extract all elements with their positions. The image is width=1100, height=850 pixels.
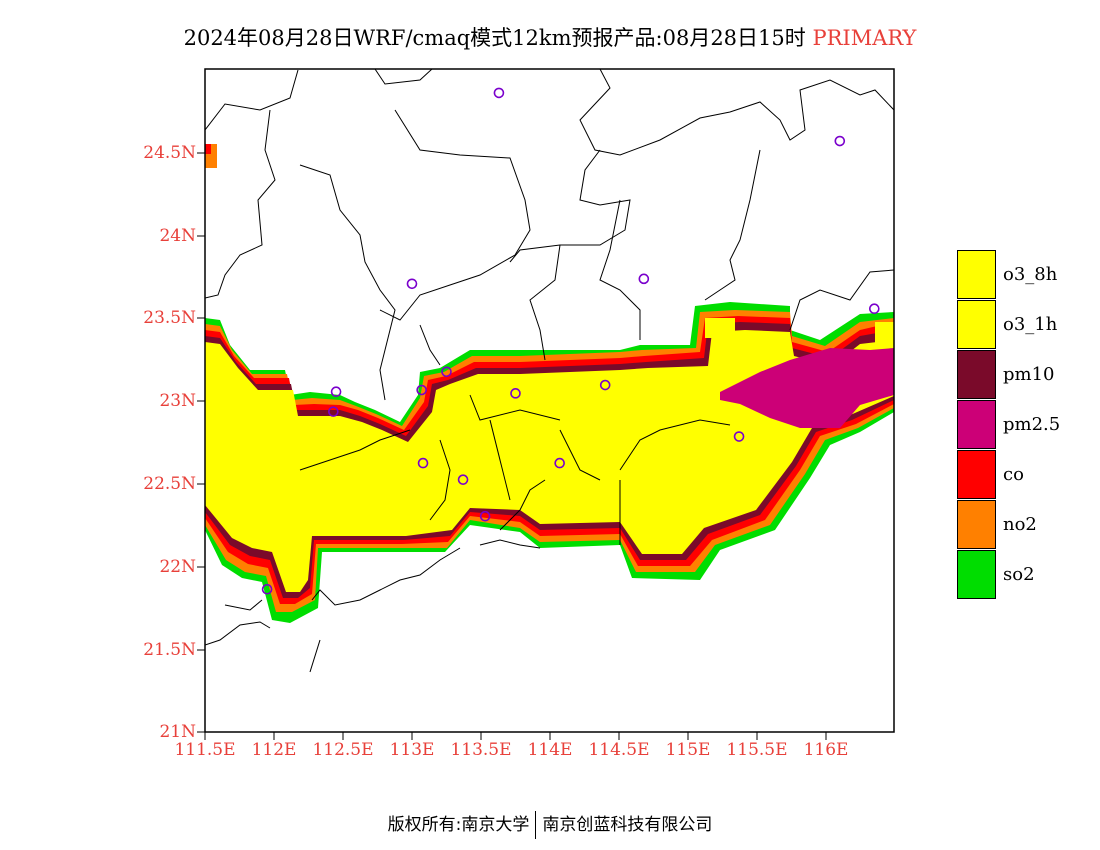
lat-tick-label: 23.5N <box>143 308 196 328</box>
station-marker <box>733 431 745 442</box>
lat-tick-label: 23N <box>159 391 196 411</box>
region-nw-cells2 <box>205 144 211 154</box>
legend-item: o3_8h <box>957 250 1100 300</box>
legend-label: co <box>1003 464 1024 485</box>
legend-item: no2 <box>957 500 1100 550</box>
station-marker <box>328 406 339 417</box>
lon-tick-label: 111.5E <box>174 740 236 760</box>
legend-label: no2 <box>1003 514 1037 535</box>
station-marker <box>261 583 273 595</box>
lon-tick-label: 114E <box>527 740 573 760</box>
map-title: 2024年08月28日WRF/cmaq模式12km预报产品:08月28日15时 … <box>0 22 1100 52</box>
lon-tick-label: 112E <box>251 740 297 760</box>
lon-tick-label: 113E <box>389 740 435 760</box>
station-marker <box>479 510 491 522</box>
legend-swatch <box>957 350 996 399</box>
lon-tick-label: 115E <box>665 740 711 760</box>
legend-label: pm2.5 <box>1003 414 1061 435</box>
legend-swatch <box>957 400 996 449</box>
station-marker <box>417 457 429 469</box>
station-marker <box>457 474 469 485</box>
axis-ticks <box>197 152 827 740</box>
station-marker <box>510 388 521 399</box>
legend-swatch <box>957 250 996 299</box>
lon-tick-label: 115.5E <box>726 740 788 760</box>
station-marker <box>554 457 565 469</box>
lat-tick-label: 24N <box>159 226 196 246</box>
copyright-footer: 版权所有:南京大学 南京创蓝科技有限公司 <box>0 810 1100 839</box>
legend-item: pm2.5 <box>957 400 1100 450</box>
station-marker <box>834 135 846 147</box>
legend-label: o3_1h <box>1003 314 1058 335</box>
legend-swatch <box>957 300 996 349</box>
legend-label: o3_8h <box>1003 264 1058 285</box>
lon-tick-label: 114.5E <box>588 740 650 760</box>
region-pm25 <box>720 348 894 428</box>
footer-separator <box>535 811 537 839</box>
station-marker <box>493 87 505 99</box>
station-markers <box>261 87 880 595</box>
copyright-left: 版权所有:南京大学 <box>387 815 530 835</box>
legend-swatch <box>957 450 996 499</box>
map-frame <box>204 68 895 733</box>
lat-tick-label: 24.5N <box>143 143 196 163</box>
lon-tick-label: 112.5E <box>312 740 374 760</box>
region-o3-ne <box>705 318 735 338</box>
legend-swatch <box>957 550 996 599</box>
legend-item: o3_1h <box>957 300 1100 350</box>
station-marker <box>416 384 427 396</box>
legend-label: pm10 <box>1003 364 1055 385</box>
legend-item: so2 <box>957 550 1100 600</box>
lon-tick-label: 113.5E <box>450 740 512 760</box>
title-main: 2024年08月28日WRF/cmaq模式12km预报产品:08月28日15时 <box>183 26 806 50</box>
region-o3-east <box>875 322 894 345</box>
title-tag: PRIMARY <box>812 26 917 50</box>
station-marker <box>441 366 452 378</box>
station-marker <box>406 278 418 290</box>
legend-item: pm10 <box>957 350 1100 400</box>
station-marker <box>638 273 650 285</box>
lon-tick-label: 116E <box>803 740 849 760</box>
lat-tick-label: 21.5N <box>143 640 196 660</box>
station-marker <box>868 303 880 315</box>
copyright-right: 南京创蓝科技有限公司 <box>542 815 713 835</box>
lat-tick-label: 22.5N <box>143 474 196 494</box>
legend-label: so2 <box>1003 564 1035 585</box>
station-marker <box>599 379 611 391</box>
lat-tick-label: 22N <box>159 557 196 577</box>
legend-swatch <box>957 500 996 549</box>
station-marker <box>330 386 342 398</box>
lat-tick-label: 21N <box>159 722 196 742</box>
legend-item: co <box>957 450 1100 500</box>
boundary-lines <box>205 69 894 673</box>
